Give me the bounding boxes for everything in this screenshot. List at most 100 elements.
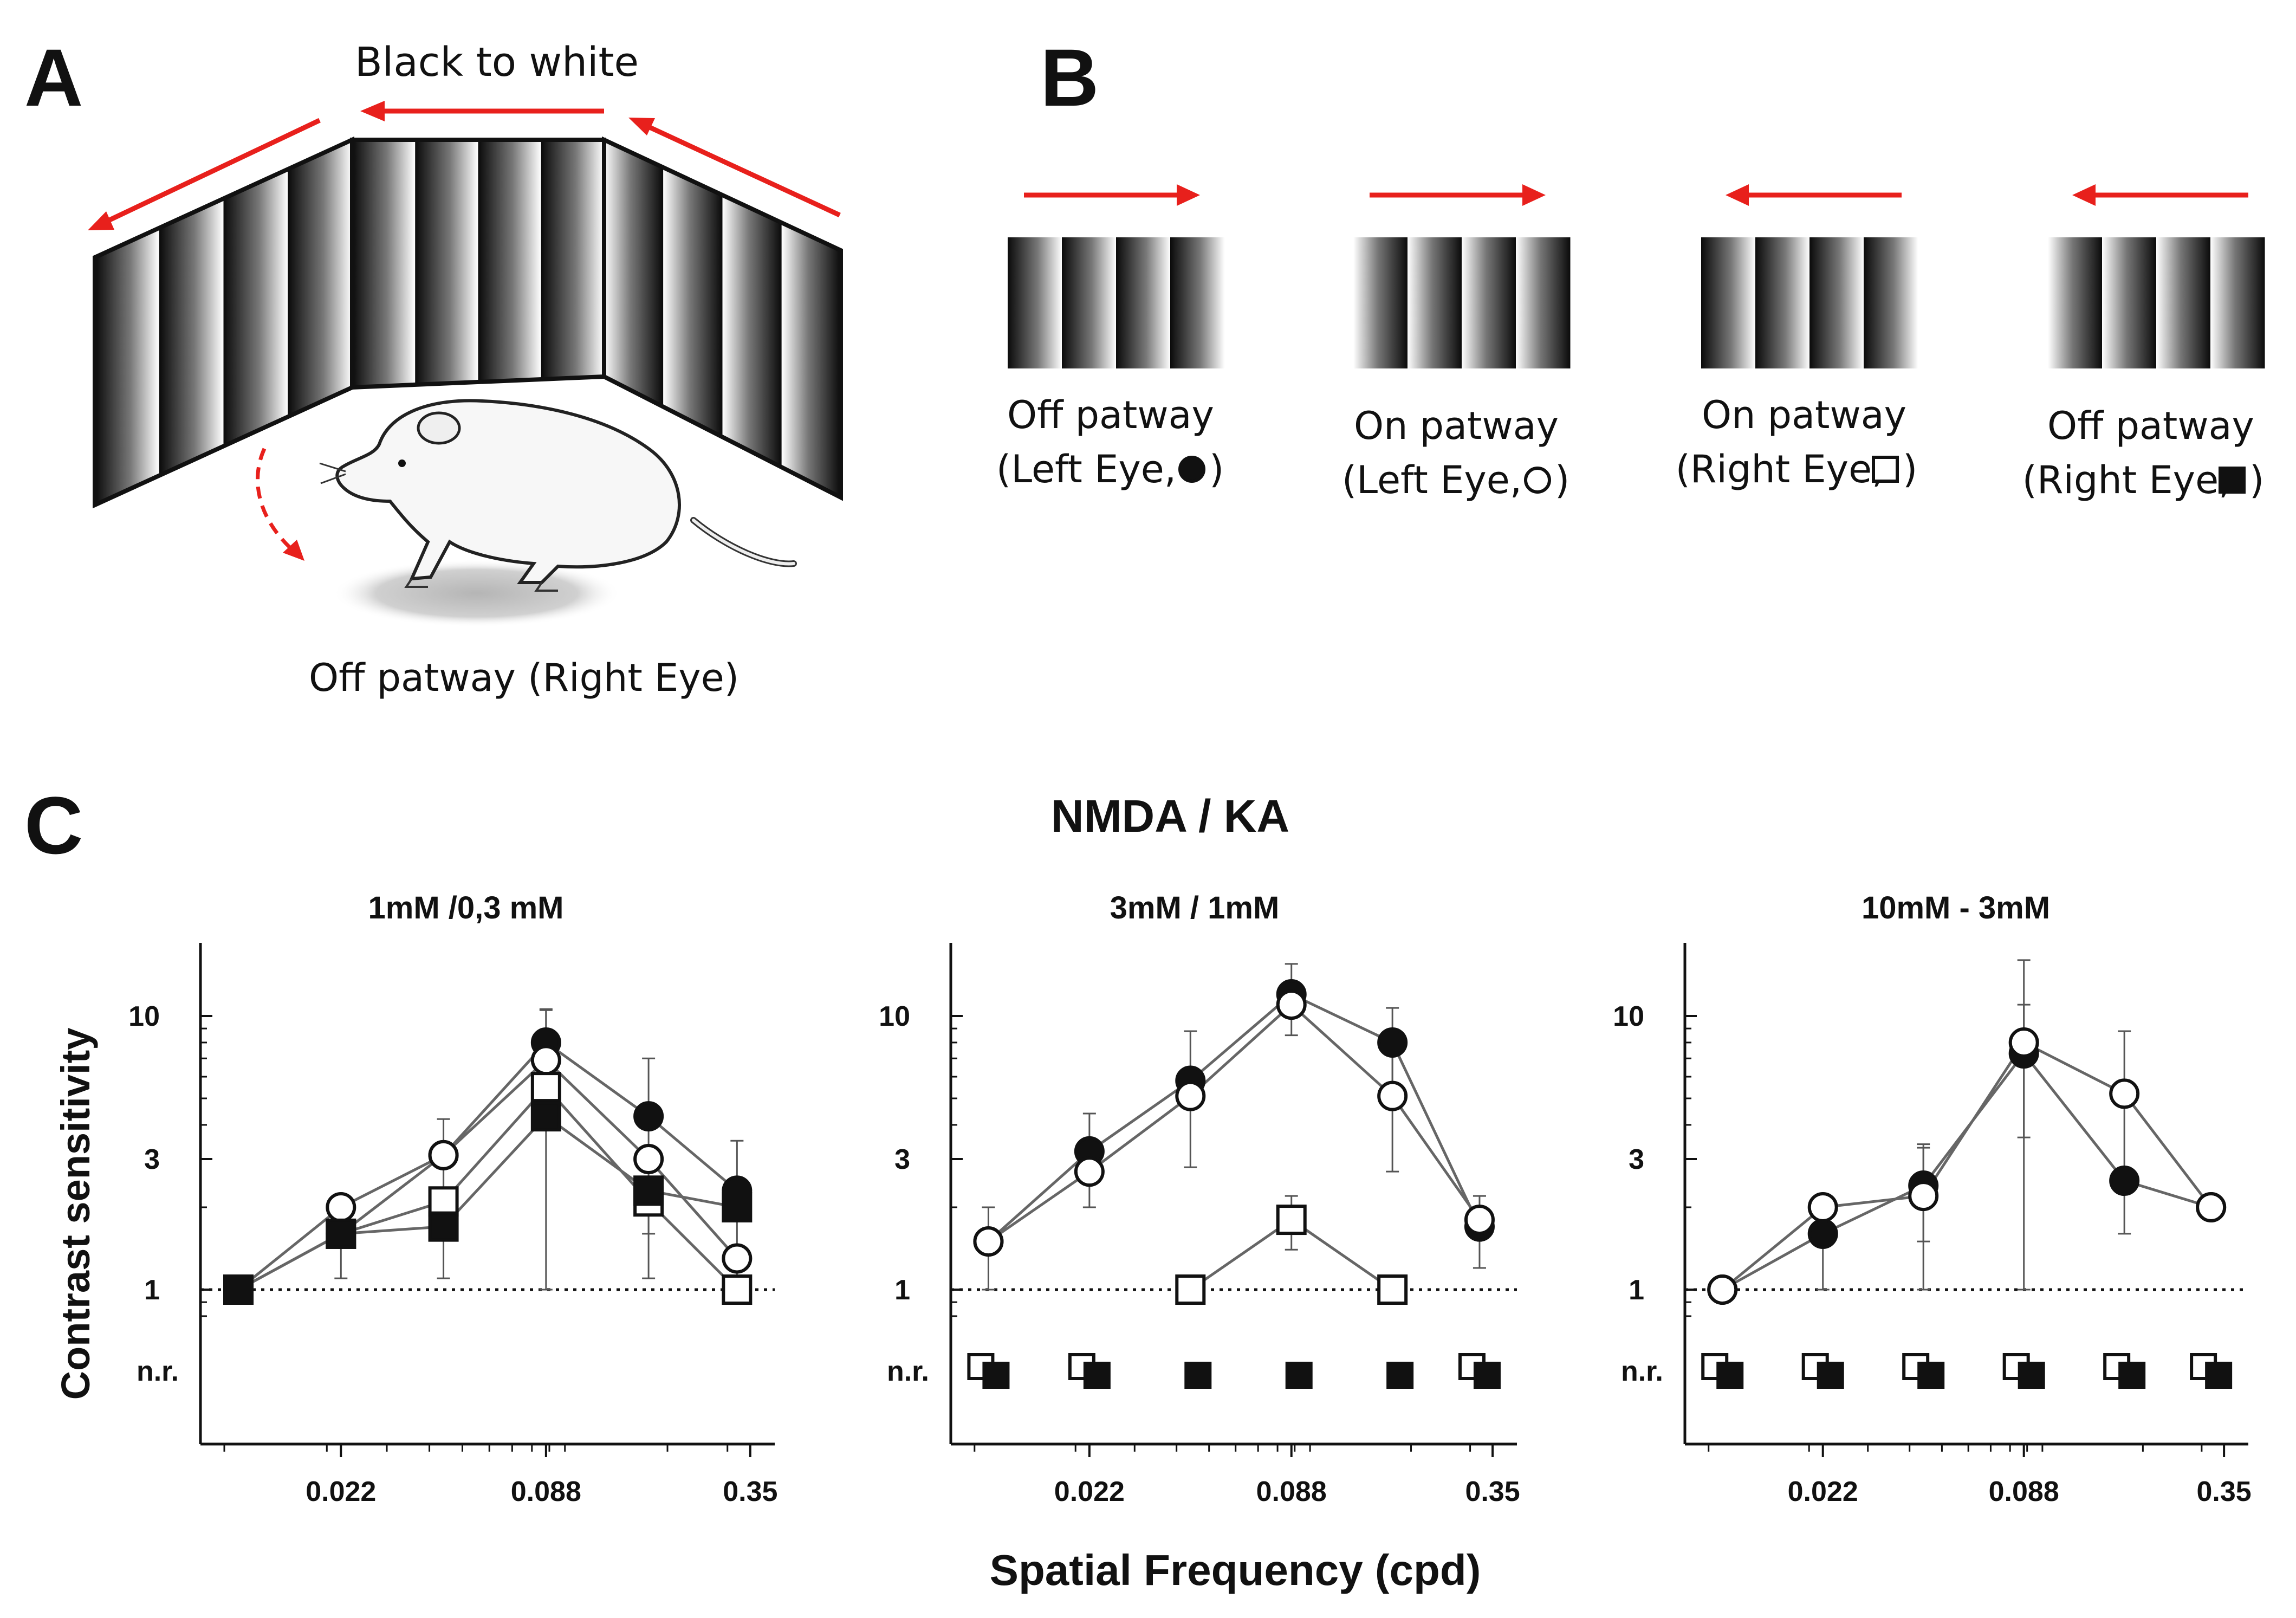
stimulus-symbol [2219, 467, 2246, 494]
panel-a-caption: Off patway (Right Eye) [309, 656, 739, 700]
series-line [1721, 1040, 2213, 1291]
left-screen [95, 140, 352, 505]
chart-title: 1mM /0,3 mM [368, 890, 564, 926]
data-point-filled-circle [2109, 1166, 2140, 1196]
stimulus-4: Off patway (Right Eye,) [2022, 184, 2265, 502]
stimulus-symbol [1178, 456, 1205, 483]
nr-point-filled-square [2018, 1362, 2045, 1389]
nr-point-filled-square [1716, 1362, 1744, 1389]
nr-point-filled-square [2118, 1362, 2146, 1389]
x-tick-label: 0.088 [1256, 1476, 1327, 1507]
nr-point-filled-square [1473, 1362, 1501, 1389]
chart-title: 10mM - 3mM [1862, 890, 2050, 926]
nr-point-filled-square [2205, 1362, 2233, 1389]
stimulus-pathway-label: On patway [1702, 393, 1906, 437]
panel-a-letter: A [24, 32, 83, 123]
stimulus-eye-label: (Left Eye, [996, 447, 1176, 491]
nr-point-filled-square [1285, 1362, 1313, 1389]
stimulus-eye-label: (Left Eye, [1342, 458, 1522, 502]
error-bar [2118, 1030, 2131, 1235]
y-tick-label: 3 [144, 1144, 160, 1175]
x-tick-label: 0.088 [1989, 1476, 2059, 1507]
data-point-open-circle [722, 1243, 753, 1274]
data-point-filled-square [530, 1101, 561, 1132]
data-point-open-circle [973, 1226, 1004, 1257]
error-bar [2017, 959, 2031, 1291]
x-axis-label: Spatial Frequency (cpd) [990, 1546, 1481, 1594]
nr-point-filled-square [1184, 1362, 1212, 1389]
data-point-open-circle [1707, 1274, 1738, 1305]
data-point-filled-square [633, 1175, 664, 1206]
data-point-filled-circle [1377, 1027, 1408, 1058]
nr-label: n.r. [137, 1356, 179, 1387]
head-turn-arrow [256, 448, 304, 561]
data-point-open-circle [1074, 1156, 1105, 1187]
stimulus-eye-label: (Right Eye, [1676, 447, 1884, 491]
data-point-filled-square [326, 1218, 356, 1249]
stimulus-pathway-label: Off patway [1007, 393, 1214, 437]
chart-title: 3mM / 1mM [1110, 890, 1280, 926]
panel-b: B Off patway (Left Eye,) On patway (Left Ey… [996, 32, 2265, 502]
panel-c-letter: C [24, 780, 83, 871]
chart-2: 3mM / 1mM 1 3 10 n.r. 0.022 0.088 0.35 [879, 890, 1520, 1507]
right-screen [604, 140, 841, 497]
data-point-filled-square [223, 1274, 254, 1305]
x-tick-label: 0.35 [723, 1476, 777, 1507]
stimulus-2: On patway (Left Eye,) [1342, 184, 1571, 502]
stimulus-arrow [1024, 184, 1200, 206]
data-point-open-square [428, 1186, 459, 1217]
data-point-open-square [530, 1072, 561, 1103]
data-point-open-square [1276, 1205, 1307, 1235]
data-point-open-circle [1464, 1205, 1495, 1235]
stimulus-symbol [1524, 467, 1551, 494]
stimulus-3: On patway (Right Eye,) [1676, 184, 1918, 491]
stimulus-eye-label: (Right Eye, [2022, 458, 2231, 502]
stimulus-grating [1008, 237, 1225, 368]
series-line [237, 1040, 738, 1291]
y-tick-label: 1 [1629, 1274, 1644, 1306]
screen-outline [93, 136, 843, 509]
nr-point-filled-square [982, 1362, 1010, 1389]
y-tick-label: 10 [879, 1001, 910, 1032]
y-tick-label: 1 [894, 1274, 910, 1306]
data-point-open-square [722, 1274, 753, 1305]
stimulus-1: Off patway (Left Eye,) [996, 184, 1225, 491]
nr-point-filled-square [1917, 1362, 1945, 1389]
stimulus-arrow [1726, 184, 1902, 206]
stimulus-close-paren: ) [2249, 458, 2264, 502]
rat-illustration [319, 399, 797, 627]
nr-point-filled-square [1817, 1362, 1844, 1389]
data-point-open-square [1377, 1274, 1408, 1305]
data-point-open-circle [530, 1045, 561, 1076]
direction-arrows [88, 101, 841, 230]
stimulus-grating [2048, 237, 2265, 368]
stimulus-grating [1353, 237, 1571, 368]
chart-3: 10mM - 3mM 1 3 10 n.r. 0.022 0.088 0.35 [1613, 890, 2252, 1507]
data-point-filled-square [722, 1192, 753, 1222]
data-point-filled-circle [633, 1101, 664, 1132]
stimulus-grating [1701, 237, 1918, 368]
y-tick-label: 10 [128, 1001, 160, 1032]
panel-b-letter: B [1040, 32, 1099, 123]
panel-a: A Black to white [24, 32, 843, 700]
stimulus-symbol [1872, 456, 1899, 483]
stimulus-arrow [1370, 184, 1546, 206]
nr-label: n.r. [1621, 1356, 1663, 1387]
data-point-open-circle [1175, 1080, 1206, 1111]
series-line [237, 1058, 738, 1291]
data-point-open-circle [428, 1140, 459, 1170]
series-line [988, 1002, 1481, 1243]
nr-point-filled-square [1083, 1362, 1111, 1389]
x-tick-label: 0.022 [1788, 1476, 1858, 1507]
x-tick-label: 0.088 [511, 1476, 581, 1507]
arrow-label: Black to white [355, 39, 639, 86]
data-point-open-square [1175, 1274, 1206, 1305]
nr-point-filled-square [1386, 1362, 1414, 1389]
x-tick-label: 0.022 [306, 1476, 376, 1507]
data-point-open-circle [1377, 1080, 1408, 1111]
data-point-open-circle [1908, 1181, 1939, 1212]
y-tick-label: 3 [894, 1144, 910, 1175]
stimulus-close-paren: ) [1209, 447, 1224, 491]
data-point-open-circle [1807, 1192, 1838, 1222]
data-point-filled-square [428, 1211, 459, 1242]
